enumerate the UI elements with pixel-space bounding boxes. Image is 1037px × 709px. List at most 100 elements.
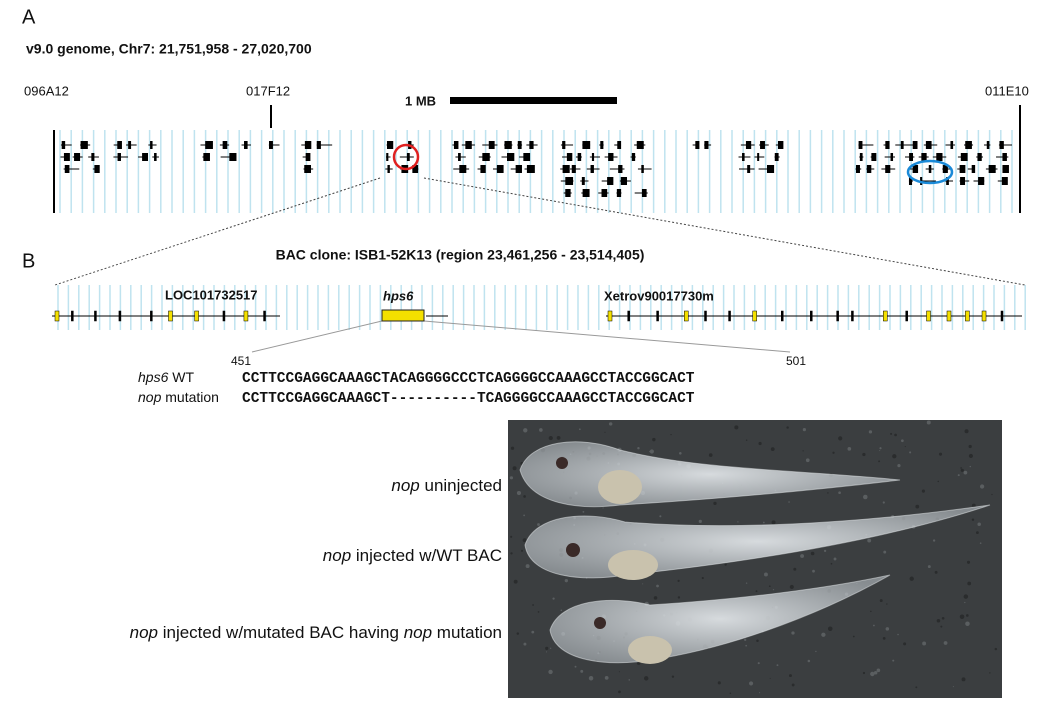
exon	[988, 165, 996, 173]
exon	[571, 165, 576, 173]
exon	[946, 310, 952, 322]
exon	[465, 141, 472, 149]
speck	[652, 437, 656, 442]
speck	[642, 583, 644, 585]
speck	[838, 436, 843, 441]
speck	[679, 451, 682, 455]
exon	[1002, 165, 1009, 173]
speck	[548, 435, 553, 441]
highlight	[906, 159, 954, 185]
speck	[897, 633, 899, 636]
speck	[963, 470, 968, 475]
speck	[901, 439, 904, 443]
label-part: nop	[323, 546, 351, 565]
speck	[545, 651, 548, 653]
exon	[581, 177, 585, 185]
exon	[453, 141, 459, 149]
speck	[643, 676, 649, 681]
exon	[458, 153, 461, 161]
exon	[890, 153, 894, 161]
exon	[601, 189, 608, 197]
exon	[960, 177, 966, 185]
zoom-line	[423, 177, 1026, 286]
label-part: mutation	[161, 389, 219, 405]
speck	[670, 433, 672, 436]
speck	[759, 692, 761, 694]
speck	[879, 599, 883, 603]
exon	[858, 141, 863, 149]
exon	[757, 153, 760, 161]
exon	[909, 153, 914, 161]
exon	[1002, 153, 1007, 161]
speck	[671, 675, 675, 678]
marker: 017F12	[246, 83, 290, 98]
exon	[780, 310, 784, 322]
exon	[61, 141, 66, 149]
exon	[386, 153, 389, 161]
exon	[971, 165, 976, 173]
speck	[713, 501, 717, 506]
exon	[562, 165, 570, 173]
exon	[636, 141, 644, 149]
exon	[94, 165, 100, 173]
exon	[582, 189, 590, 197]
exon	[222, 310, 226, 322]
exon	[91, 153, 95, 161]
exon	[618, 165, 623, 173]
exon	[194, 310, 199, 322]
exon	[859, 153, 863, 161]
exon	[871, 153, 877, 161]
label: nop uninjected	[391, 476, 502, 495]
exon	[590, 165, 594, 173]
speck	[890, 432, 893, 435]
speck	[966, 614, 969, 617]
speck	[786, 426, 789, 429]
speck	[618, 671, 620, 673]
photo	[508, 420, 1002, 698]
exon	[978, 177, 985, 185]
speck	[941, 616, 945, 620]
exon	[936, 153, 943, 161]
speck	[564, 579, 568, 583]
exon	[747, 165, 751, 173]
speck	[812, 569, 815, 573]
speck	[532, 604, 534, 606]
exon	[631, 153, 636, 161]
speck	[979, 542, 982, 544]
speck	[922, 641, 927, 646]
speck	[771, 520, 776, 525]
speck	[523, 514, 525, 517]
exon	[641, 189, 647, 197]
speck	[878, 460, 881, 463]
exon	[562, 141, 566, 149]
exon	[900, 141, 904, 149]
speck	[656, 584, 659, 588]
speck	[940, 625, 943, 628]
speck	[830, 562, 833, 565]
speck	[510, 535, 513, 538]
speck	[894, 433, 897, 437]
speck	[892, 454, 897, 459]
speck	[847, 447, 852, 451]
speck	[745, 439, 748, 441]
speck	[915, 686, 918, 689]
label: nop injected w/mutated BAC having nop mu…	[130, 623, 502, 642]
speck	[971, 503, 976, 508]
speck	[618, 690, 621, 694]
exon	[883, 310, 888, 322]
speck	[805, 458, 810, 463]
exon	[412, 165, 419, 173]
speck	[868, 430, 873, 434]
scale-label: 1 MB	[405, 93, 436, 108]
speck	[745, 644, 748, 647]
speck	[698, 519, 702, 524]
speck	[832, 451, 835, 454]
exon	[406, 153, 410, 161]
exon	[263, 310, 266, 322]
exon	[168, 310, 173, 322]
position: 451	[231, 354, 251, 368]
exon	[851, 310, 854, 322]
label-part: nop	[138, 389, 162, 405]
exon	[742, 153, 745, 161]
exon	[482, 153, 490, 161]
